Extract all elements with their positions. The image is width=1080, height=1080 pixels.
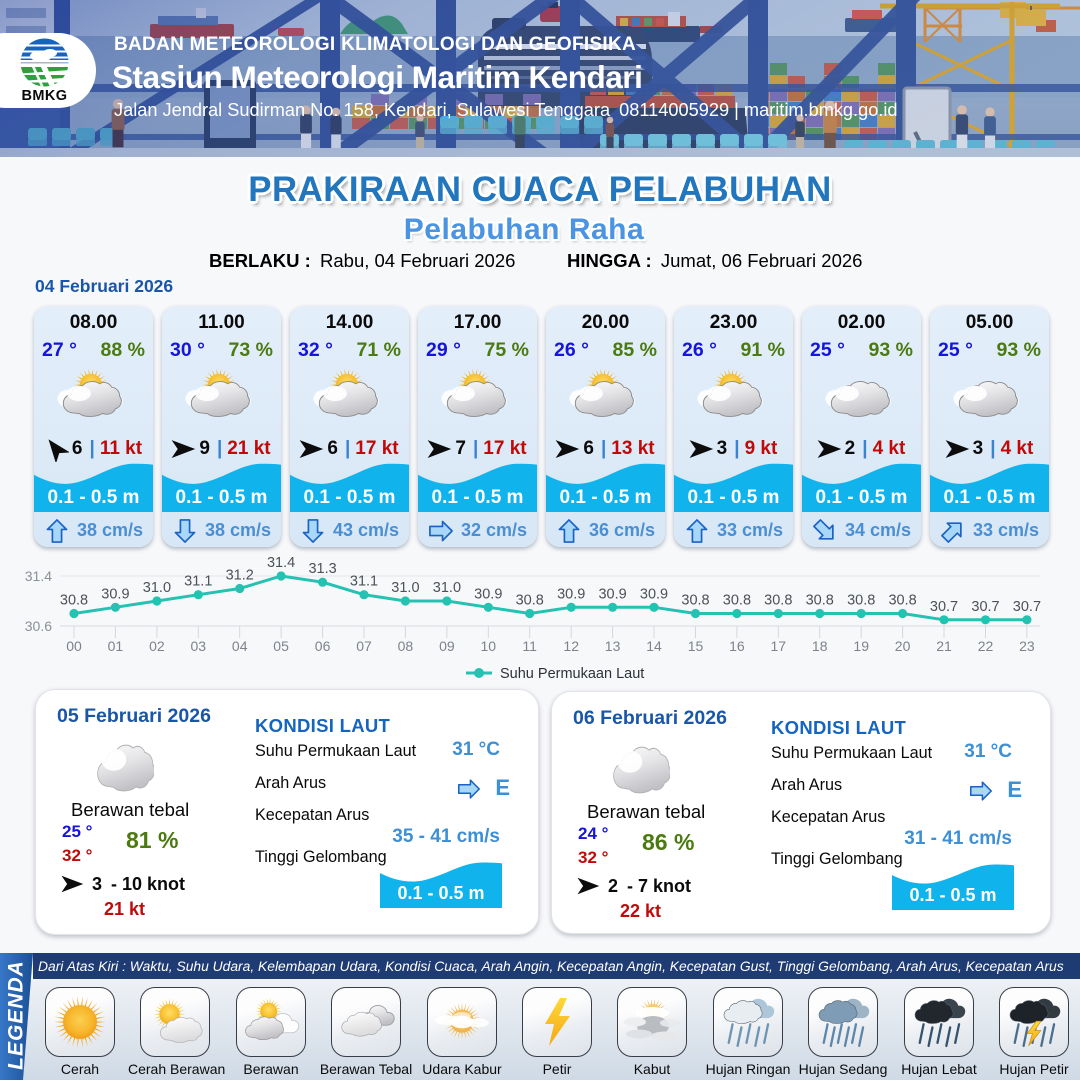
svg-text:30.8: 30.8 (516, 593, 544, 609)
svg-text:30.8: 30.8 (723, 593, 751, 609)
svg-text:30.7: 30.7 (1013, 599, 1041, 615)
svg-text:20: 20 (895, 638, 911, 654)
svg-text:31.4: 31.4 (25, 568, 52, 584)
svg-text:31.1: 31.1 (350, 574, 378, 590)
svg-text:07: 07 (356, 638, 372, 654)
svg-text:18: 18 (812, 638, 828, 654)
svg-text:05: 05 (273, 638, 289, 654)
svg-text:30.7: 30.7 (971, 599, 999, 615)
svg-text:19: 19 (853, 638, 869, 654)
svg-text:16: 16 (729, 638, 745, 654)
svg-text:Suhu Permukaan Laut: Suhu Permukaan Laut (500, 666, 644, 682)
svg-text:30.8: 30.8 (888, 593, 916, 609)
svg-text:30.8: 30.8 (681, 593, 709, 609)
svg-text:31.2: 31.2 (226, 568, 254, 584)
svg-text:31.0: 31.0 (391, 580, 419, 596)
svg-text:BMKG: BMKG (22, 88, 68, 104)
svg-text:31.4: 31.4 (267, 556, 295, 571)
svg-text:01: 01 (108, 638, 124, 654)
svg-text:12: 12 (563, 638, 579, 654)
svg-text:17: 17 (771, 638, 787, 654)
svg-text:31.0: 31.0 (143, 580, 171, 596)
svg-text:30.8: 30.8 (60, 593, 88, 609)
svg-text:31.1: 31.1 (184, 574, 212, 590)
svg-text:10: 10 (481, 638, 497, 654)
svg-text:30.9: 30.9 (557, 586, 585, 602)
svg-text:15: 15 (688, 638, 704, 654)
svg-text:30.7: 30.7 (930, 599, 958, 615)
svg-text:23: 23 (1019, 638, 1035, 654)
svg-text:13: 13 (605, 638, 621, 654)
svg-text:31.0: 31.0 (433, 580, 461, 596)
svg-text:30.9: 30.9 (101, 586, 129, 602)
svg-text:30.8: 30.8 (847, 593, 875, 609)
svg-text:30.8: 30.8 (806, 593, 834, 609)
svg-text:11: 11 (522, 638, 537, 654)
svg-text:30.9: 30.9 (598, 586, 626, 602)
svg-text:14: 14 (646, 638, 662, 654)
svg-text:09: 09 (439, 638, 455, 654)
svg-text:30.6: 30.6 (25, 618, 52, 634)
svg-text:21: 21 (936, 638, 952, 654)
svg-text:08: 08 (398, 638, 414, 654)
svg-text:22: 22 (978, 638, 994, 654)
svg-text:00: 00 (66, 638, 82, 654)
svg-text:30.9: 30.9 (640, 586, 668, 602)
svg-text:30.8: 30.8 (764, 593, 792, 609)
svg-text:02: 02 (149, 638, 165, 654)
svg-text:31.3: 31.3 (308, 561, 336, 577)
svg-text:03: 03 (191, 638, 207, 654)
svg-text:06: 06 (315, 638, 331, 654)
svg-text:04: 04 (232, 638, 248, 654)
svg-text:30.9: 30.9 (474, 586, 502, 602)
